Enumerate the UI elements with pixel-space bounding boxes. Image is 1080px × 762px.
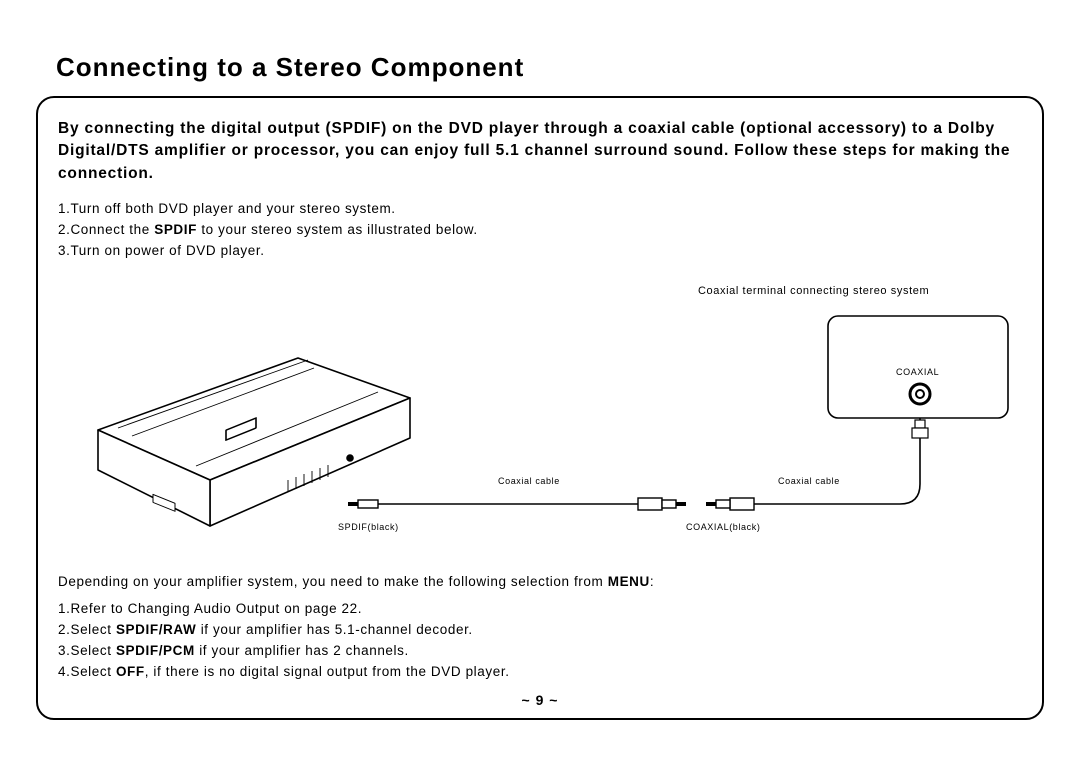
menu-note: Depending on your amplifier system, you … <box>58 574 1022 589</box>
steps-bottom: 1.Refer to Changing Audio Output on page… <box>58 599 1022 683</box>
page-title: Connecting to a Stereo Component <box>56 52 524 83</box>
stereo-box: COAXIAL <box>828 316 1008 418</box>
bstep-4: 4.Select OFF, if there is no digital sig… <box>58 662 1022 683</box>
step-1: 1.Turn off both DVD player and your ster… <box>58 199 1022 220</box>
cable-label-left: Coaxial cable <box>498 476 560 486</box>
box-coaxial-label: COAXIAL <box>896 367 939 377</box>
step-2: 2.Connect the SPDIF to your stereo syste… <box>58 220 1022 241</box>
connection-diagram: Coaxial terminal connecting stereo syste… <box>58 270 1022 570</box>
cable-left <box>348 500 638 508</box>
menu-note-a: Depending on your amplifier system, you … <box>58 574 608 589</box>
plug-label-right: COAXIAL(black) <box>686 522 760 532</box>
content-frame: By connecting the digital output (SPDIF)… <box>36 96 1044 720</box>
step-2a: 2.Connect the <box>58 222 154 237</box>
steps-top: 1.Turn off both DVD player and your ster… <box>58 199 1022 262</box>
cable-right <box>753 418 928 504</box>
page-number: ~ 9 ~ <box>38 692 1042 708</box>
plug-left <box>638 498 686 510</box>
bstep-2: 2.Select SPDIF/RAW if your amplifier has… <box>58 620 1022 641</box>
bstep-3: 3.Select SPDIF/PCM if your amplifier has… <box>58 641 1022 662</box>
step-3: 3.Turn on power of DVD player. <box>58 241 1022 262</box>
bstep-1: 1.Refer to Changing Audio Output on page… <box>58 599 1022 620</box>
menu-note-b: MENU <box>608 574 650 589</box>
cable-label-right: Coaxial cable <box>778 476 840 486</box>
plug-label-left: SPDIF(black) <box>338 522 399 532</box>
step-2c: to your stereo system as illustrated bel… <box>197 222 478 237</box>
intro-paragraph: By connecting the digital output (SPDIF)… <box>58 118 1022 185</box>
caption-top: Coaxial terminal connecting stereo syste… <box>698 285 929 297</box>
plug-right <box>706 498 754 510</box>
step-2b: SPDIF <box>154 222 197 237</box>
menu-note-c: : <box>650 574 654 589</box>
